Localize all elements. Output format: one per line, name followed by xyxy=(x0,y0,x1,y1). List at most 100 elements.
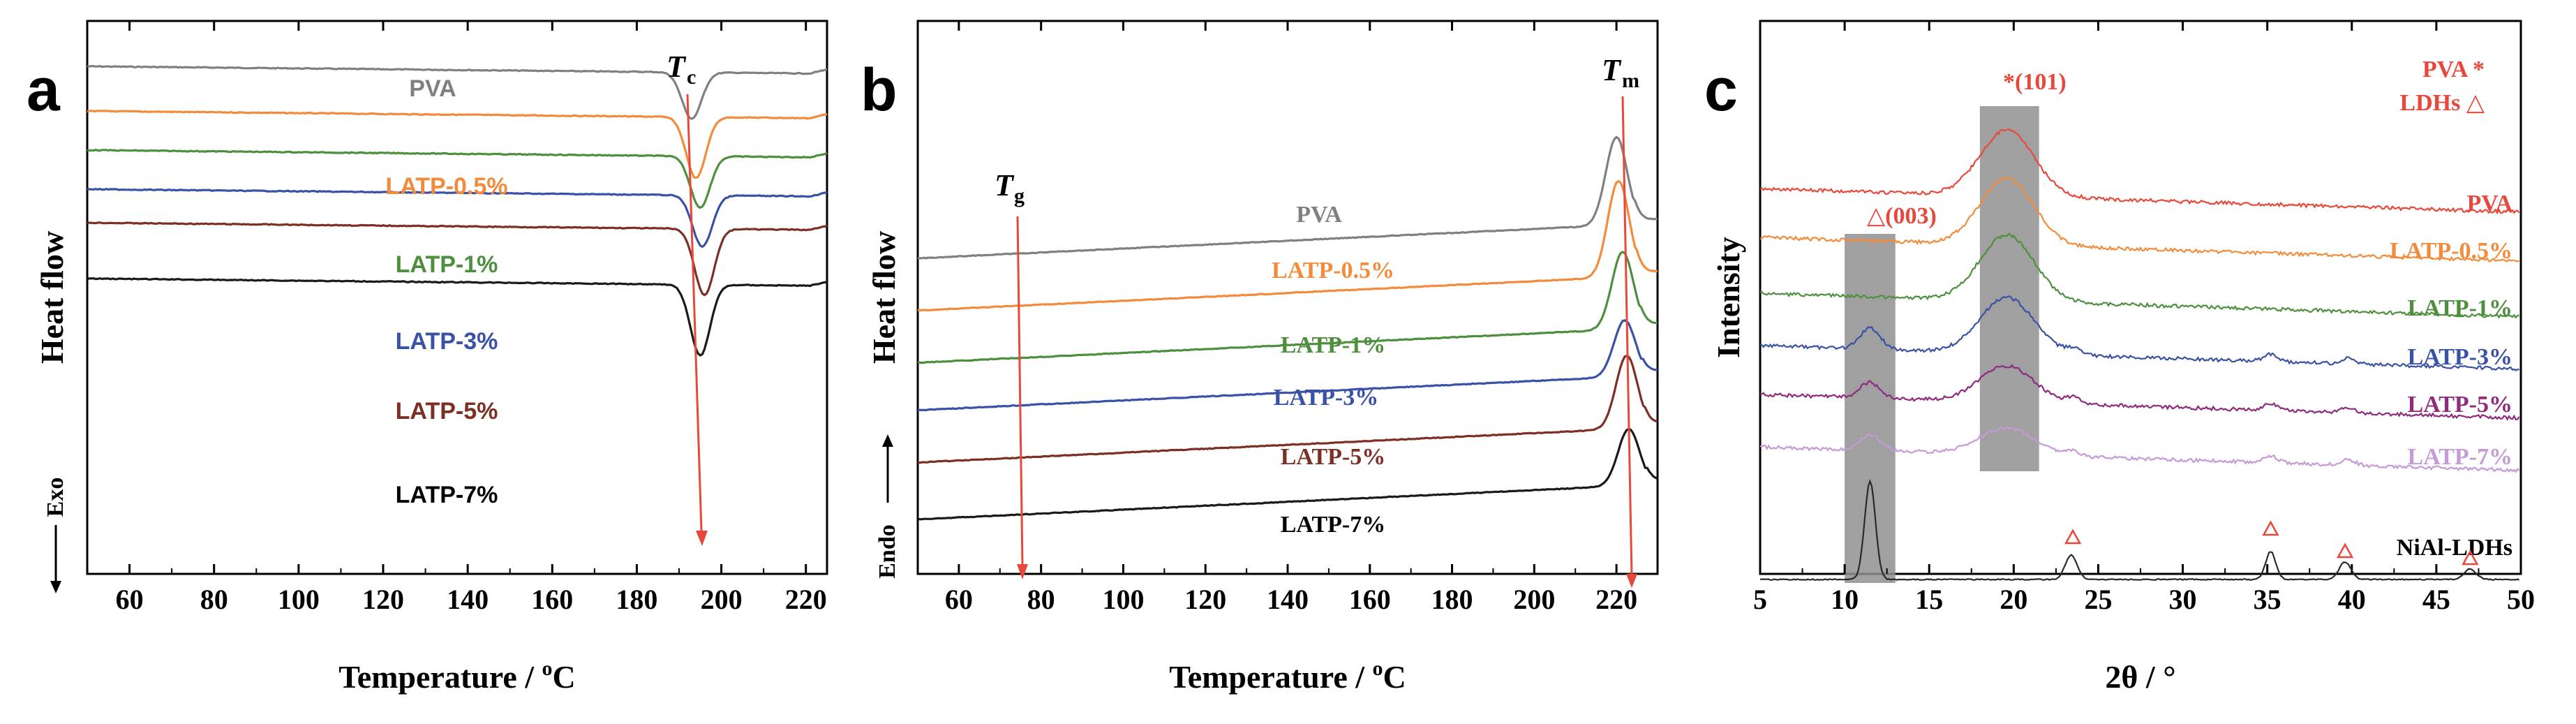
panel-b-frame xyxy=(916,20,1659,575)
panel-a-label-pva: PVA xyxy=(409,75,456,102)
panel-b-label-latp-0-5-: LATP-0.5% xyxy=(1272,258,1394,283)
panel-a-letter: a xyxy=(27,57,61,124)
panel-b-curve-pva xyxy=(917,135,1658,260)
panel-c-tick-label: 5 xyxy=(1753,584,1767,615)
panel-c-ldh-marker xyxy=(2064,529,2082,545)
panel-b-tick-label: 200 xyxy=(1513,584,1555,615)
panel-c-label-latp-0-5-: LATP-0.5% xyxy=(2390,238,2512,264)
panel-a-label-latp-1-: LATP-1% xyxy=(396,251,498,278)
panel-b-tm-arrow-line xyxy=(1621,96,1633,577)
panel-c-curve-nial-ldhs xyxy=(1759,479,2520,581)
panel-c-ldh-marker xyxy=(2336,542,2354,559)
panel-c-curves xyxy=(1759,128,2520,581)
panel-b-label-latp-5-: LATP-5% xyxy=(1281,444,1385,470)
panel-c-peak-label-101: *(101) xyxy=(2003,69,2067,95)
panel-a-exo-arrow-head xyxy=(50,581,61,593)
panel-c-ldh-marker xyxy=(2262,520,2279,536)
panel-c-tick-label: 35 xyxy=(2254,584,2281,615)
panel-b-tg-arrow-line xyxy=(1016,216,1024,566)
panel-c-letter: c xyxy=(1704,57,1738,124)
panel-c-legend-ldhs: LDHs △ xyxy=(2399,90,2485,116)
panel-b-tick-label: 140 xyxy=(1267,584,1309,615)
panel-b-label-latp-7-: LATP-7% xyxy=(1281,512,1385,538)
panel-b-x-ticks: 60 80 100 120 140 160 180 200 220 xyxy=(945,21,1637,615)
panel-a-tick-label: 120 xyxy=(362,584,404,615)
panel-c-label-nial-ldhs: NiAl-LDHs xyxy=(2397,535,2512,561)
panel-b-tick-label: 60 xyxy=(945,584,973,615)
panel-a-series-labels: PVA LATP-0.5% LATP-1% LATP-3% LATP-5% LATP-7% xyxy=(385,75,507,508)
panel-a-tick-label: 220 xyxy=(785,584,827,615)
panel-c-ldh-markers xyxy=(2064,520,2479,566)
panel-c-tick-label: 25 xyxy=(2084,584,2112,615)
panel-a-tick-label: 160 xyxy=(531,584,573,615)
panel-a-label-latp-5-: LATP-5% xyxy=(396,398,498,424)
panel-a-tick-label: 100 xyxy=(278,584,320,615)
panel-b-tick-label: 120 xyxy=(1184,584,1226,615)
panel-a-tick-label: 80 xyxy=(200,584,228,615)
panel-b-tg-arrow-head xyxy=(1017,564,1028,579)
panel-c-tick-label: 15 xyxy=(1915,584,1943,615)
panel-a-exo-label: Exo xyxy=(43,478,68,517)
panel-c-y-axis-title: Intensity xyxy=(1711,237,1746,358)
panel-b-tm-arrow-head xyxy=(1626,574,1637,588)
panel-a-curve-pva xyxy=(87,64,828,120)
panel-b-tg-main: T xyxy=(995,168,1015,202)
panel-a-x-axis-title: Temperature / oC xyxy=(338,657,576,695)
panel-c-curve-latp-7- xyxy=(1759,426,2520,473)
panel-a-label-latp-0-5-: LATP-0.5% xyxy=(385,173,507,200)
panel-c-curve-latp-1- xyxy=(1759,232,2519,319)
panel-b-tm-sub: m xyxy=(1622,69,1639,92)
panel-c-tick-label: 50 xyxy=(2507,584,2535,615)
panel-a-curves xyxy=(87,64,828,357)
panel-a-tick-label: 180 xyxy=(616,584,657,615)
panel-b-tg-annotation: T g xyxy=(995,168,1025,207)
panel-c-peak-label-003: △(003) xyxy=(1867,203,1937,229)
panel-c-x-ticks: 5 10 15 20 25 30 35 40 45 50 xyxy=(1753,21,2535,615)
panel-c-curve-latp-0-5- xyxy=(1759,177,2520,263)
panel-a-label-latp-7-: LATP-7% xyxy=(396,482,498,508)
panel-b-label-pva: PVA xyxy=(1296,202,1342,228)
panel-c-label-latp-3-: LATP-3% xyxy=(2408,344,2512,370)
panel-c-tick-label: 10 xyxy=(1831,584,1859,615)
panel-b-curve-latp-7- xyxy=(918,427,1658,521)
panel-b: b 60 80 100 120 140 160 180 200 220 PVA LATP-0.5%… xyxy=(861,20,1659,695)
panel-b-endo-arrow-head xyxy=(882,434,893,447)
panel-b-curves xyxy=(917,135,1658,521)
panel-c-curve-latp-5- xyxy=(1759,364,2520,421)
panel-b-series-labels: PVA LATP-0.5% LATP-1% LATP-3% LATP-5% LATP-7% xyxy=(1272,202,1394,538)
panel-a-curve-latp-3- xyxy=(87,187,828,249)
panel-b-curve-latp-3- xyxy=(917,319,1658,412)
panel-c-shaded-region xyxy=(1845,234,1896,583)
panel-c-tick-label: 30 xyxy=(2169,584,2197,615)
panel-c-x-axis-title: 2θ / ° xyxy=(2105,659,2175,695)
panel-b-tick-label: 220 xyxy=(1595,584,1637,615)
panel-a-x-ticks: 60 80 100 120 140 160 180 200 220 xyxy=(116,21,827,615)
panel-b-letter: b xyxy=(861,57,898,124)
panel-c-legend-pva: PVA * xyxy=(2422,57,2485,82)
panel-c-label-latp-7-: LATP-7% xyxy=(2408,444,2512,470)
panel-a-tc-main: T xyxy=(667,50,687,84)
panel-b-curve-latp-0-5- xyxy=(917,179,1658,312)
panel-a-y-axis-title: Heat flow xyxy=(34,231,70,364)
panel-a-tc-sub: c xyxy=(687,66,696,89)
panel-c-label-pva: PVA xyxy=(2467,191,2513,216)
panel-a-tick-label: 140 xyxy=(447,584,489,615)
panel-b-tm-main: T xyxy=(1602,53,1622,87)
panel-a-tc-arrow-line xyxy=(686,94,703,531)
panel-b-curve-latp-1- xyxy=(917,251,1658,364)
panel-a: a 60 80 100 120 140 160 180 200 220 PVA LATP-0.5%… xyxy=(27,20,828,695)
panel-c-ldh-marker xyxy=(2462,549,2479,566)
panel-c-curve-latp-3- xyxy=(1759,295,2519,371)
panel-a-curve-latp-0-5- xyxy=(87,109,828,179)
panel-b-label-latp-1-: LATP-1% xyxy=(1281,332,1385,358)
panel-c-label-latp-1-: LATP-1% xyxy=(2408,295,2512,321)
panel-a-tc-arrow-head xyxy=(696,531,708,546)
panel-a-tick-label: 200 xyxy=(701,584,743,615)
panel-c-tick-label: 20 xyxy=(2000,584,2027,615)
panel-c-shaded-regions xyxy=(1845,106,2039,583)
panel-b-tm-annotation: T m xyxy=(1602,53,1639,92)
panel-c-tick-label: 40 xyxy=(2338,584,2366,615)
panel-b-tick-label: 100 xyxy=(1102,584,1144,615)
panel-b-y-axis-title: Heat flow xyxy=(866,231,902,364)
